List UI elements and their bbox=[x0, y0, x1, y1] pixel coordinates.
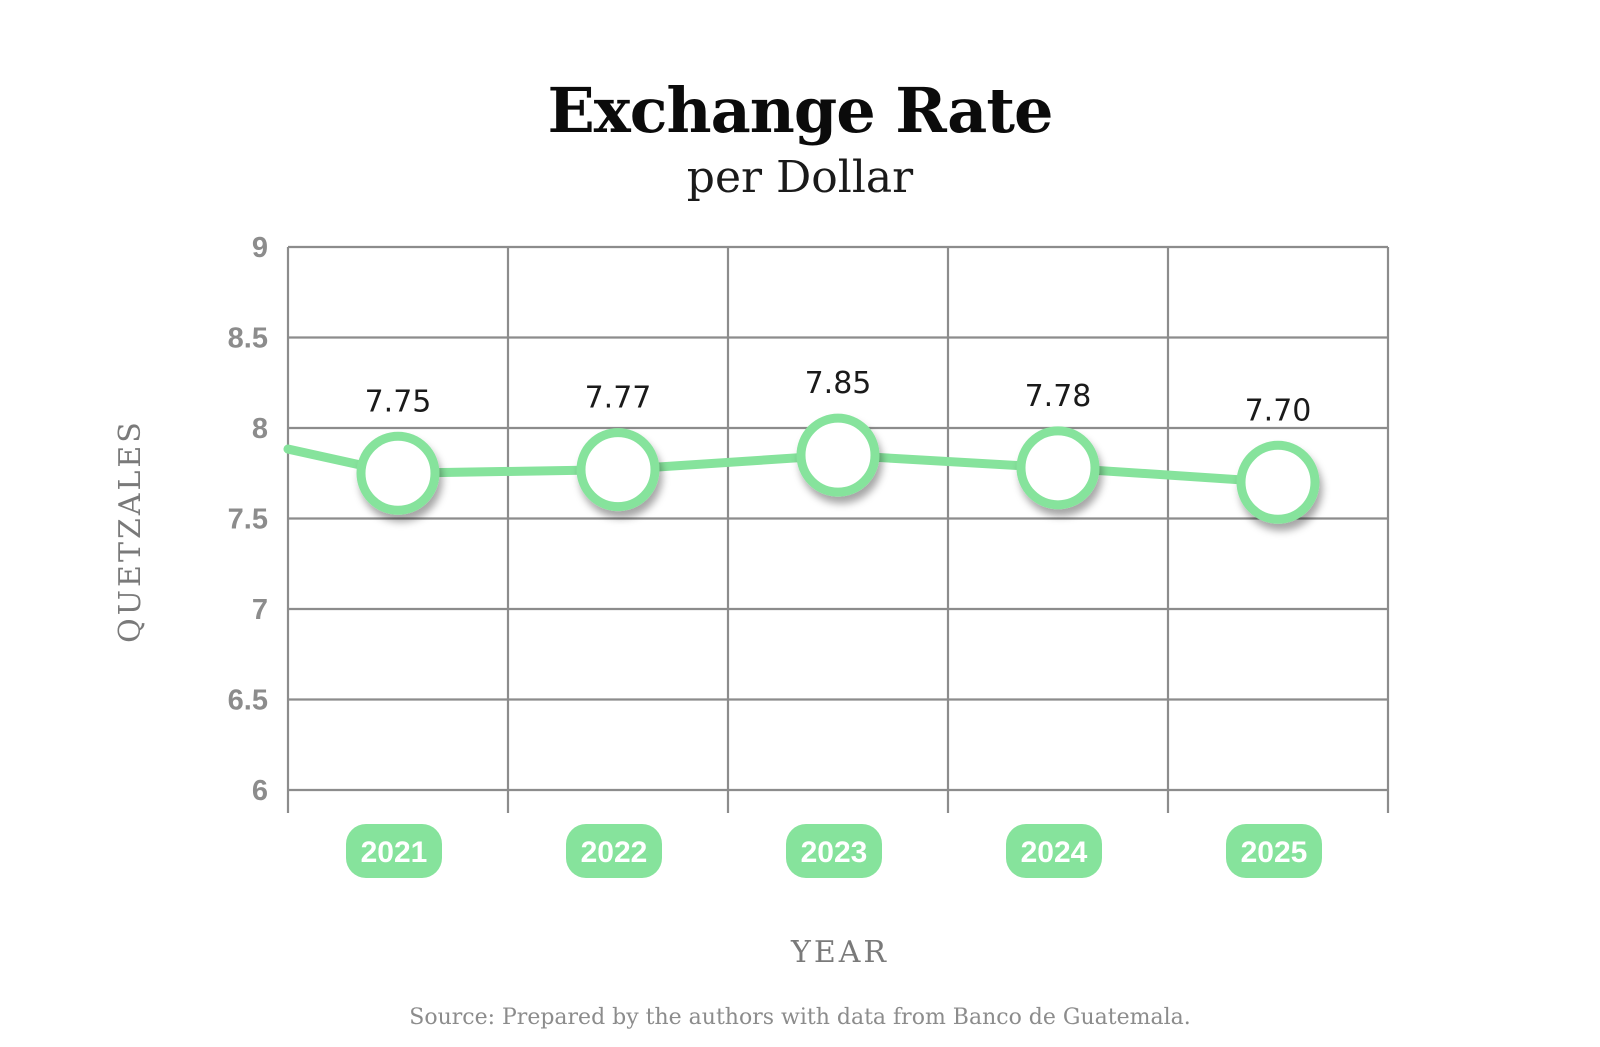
data-point-2025 bbox=[1236, 440, 1320, 524]
x-category-label: 2024 bbox=[1021, 836, 1088, 869]
y-tick-label: 9 bbox=[252, 232, 268, 264]
data-label-2021: 7.75 bbox=[365, 384, 432, 419]
x-axis-categories: 2021 2022 2023 2024 2025 bbox=[346, 824, 1322, 878]
x-category-2022: 2022 bbox=[566, 824, 662, 878]
data-point-2022 bbox=[576, 428, 660, 512]
data-label-2023: 7.85 bbox=[805, 366, 872, 401]
y-tick-label: 7 bbox=[252, 594, 268, 626]
data-point-2021 bbox=[356, 431, 440, 515]
y-tick-label: 8 bbox=[252, 413, 268, 445]
y-axis-title: QUETZALES bbox=[113, 419, 148, 643]
source-note: Source: Prepared by the authors with dat… bbox=[409, 1005, 1191, 1030]
y-tick-label: 8.5 bbox=[228, 323, 268, 355]
grid bbox=[286, 245, 1390, 813]
x-category-pill bbox=[346, 824, 442, 878]
y-tick-label: 7.5 bbox=[228, 504, 268, 536]
x-category-label: 2025 bbox=[1241, 836, 1308, 869]
x-category-2025: 2025 bbox=[1226, 824, 1322, 878]
x-category-label: 2022 bbox=[581, 836, 648, 869]
series-points bbox=[356, 413, 1320, 524]
x-axis-title: YEAR bbox=[790, 935, 889, 970]
data-label-2022: 7.77 bbox=[585, 381, 652, 416]
x-category-pill bbox=[566, 824, 662, 878]
x-category-pill bbox=[1226, 824, 1322, 878]
chart-subtitle: per Dollar bbox=[686, 152, 914, 203]
chart-title: Exchange Rate bbox=[547, 74, 1054, 147]
y-axis-ticks: 9 8.5 8 7.5 7 6.5 6 bbox=[228, 232, 268, 807]
x-category-pill bbox=[1006, 824, 1102, 878]
x-category-pill bbox=[786, 824, 882, 878]
x-category-2024: 2024 bbox=[1006, 824, 1102, 878]
x-category-2021: 2021 bbox=[346, 824, 442, 878]
data-point-2024 bbox=[1016, 426, 1100, 510]
data-label-2024: 7.78 bbox=[1025, 379, 1092, 414]
y-tick-label: 6 bbox=[252, 775, 268, 807]
data-labels: 7.75 7.77 7.85 7.78 7.70 bbox=[365, 366, 1312, 428]
data-label-2025: 7.70 bbox=[1245, 393, 1312, 428]
data-point-2023 bbox=[796, 413, 880, 497]
x-category-label: 2023 bbox=[801, 836, 868, 869]
y-tick-label: 6.5 bbox=[228, 685, 268, 717]
x-category-label: 2021 bbox=[361, 836, 428, 869]
x-category-2023: 2023 bbox=[786, 824, 882, 878]
